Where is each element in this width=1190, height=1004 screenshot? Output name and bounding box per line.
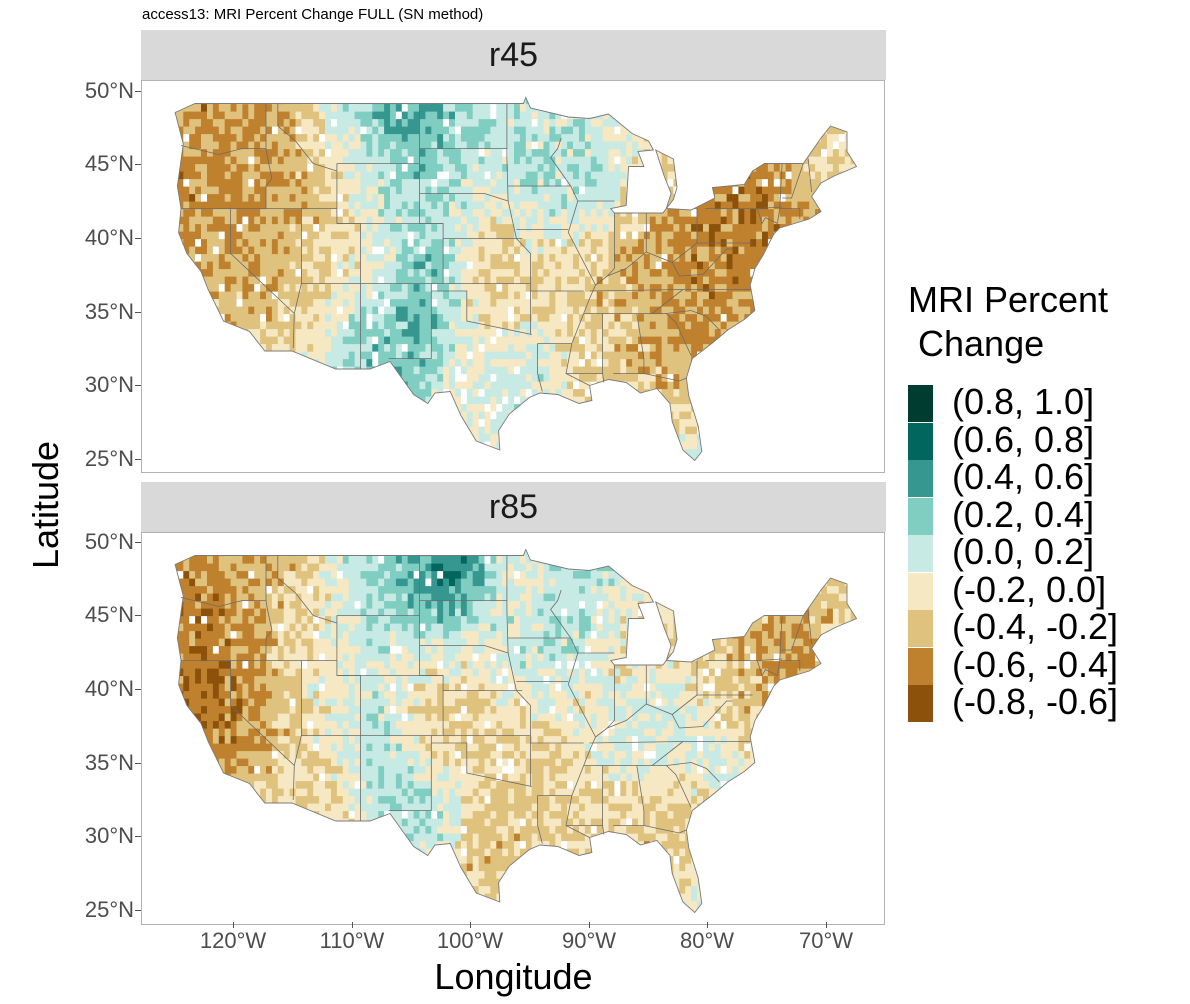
xtick-80w: 80°W bbox=[679, 928, 735, 953]
xtick-70w: 70°W bbox=[798, 928, 854, 953]
map-r85 bbox=[174, 548, 858, 914]
ytick-45-bottom: 45°N bbox=[84, 602, 134, 627]
legend-swatch bbox=[908, 647, 933, 685]
y-axis-label: Latitude bbox=[25, 440, 66, 570]
legend-swatch bbox=[908, 535, 933, 572]
ytick-30-top: 30°N bbox=[84, 372, 134, 397]
facet-strip-r45: r45 bbox=[141, 30, 886, 80]
legend-swatch bbox=[908, 460, 933, 497]
state-borders bbox=[180, 555, 812, 844]
xtick-120w: 120°W bbox=[199, 928, 267, 953]
plot-title: access13: MRI Percent Change FULL (SN me… bbox=[142, 6, 484, 23]
legend-swatch bbox=[908, 610, 933, 647]
legend-swatch bbox=[908, 497, 933, 535]
legend-swatch bbox=[908, 385, 933, 422]
xtick-110w: 110°W bbox=[319, 928, 385, 953]
conus-outline bbox=[174, 548, 858, 914]
legend-swatch bbox=[908, 422, 933, 460]
ytick-35-top: 35°N bbox=[84, 299, 134, 324]
ytick-30-bottom: 30°N bbox=[84, 823, 134, 848]
legend-label: (-0.8, -0.6] bbox=[952, 681, 1119, 722]
legend-swatch bbox=[908, 572, 933, 610]
ytick-50-bottom: 50°N bbox=[84, 529, 134, 554]
xtick-90w: 90°W bbox=[561, 928, 617, 953]
ytick-25-bottom: 25°N bbox=[84, 897, 134, 922]
facet-label-r45: r45 bbox=[488, 36, 539, 74]
map-panel-r45 bbox=[141, 80, 885, 473]
ytick-40-top: 40°N bbox=[84, 225, 134, 250]
legend-label: (0.4, 0.6] bbox=[952, 456, 1095, 497]
legend-swatch bbox=[908, 685, 933, 722]
legend-label: (0.0, 0.2] bbox=[952, 531, 1095, 572]
ytick-40-bottom: 40°N bbox=[84, 676, 134, 701]
legend-label: (0.6, 0.8] bbox=[952, 418, 1095, 460]
ytick-45-top: 45°N bbox=[84, 151, 134, 176]
state-borders bbox=[180, 103, 812, 392]
legend-label: (-0.4, -0.2] bbox=[952, 606, 1119, 647]
mri-raster-r45 bbox=[175, 97, 857, 461]
map-r45 bbox=[174, 96, 858, 462]
ytick-25-top: 25°N bbox=[84, 446, 134, 471]
legend-label: (-0.2, 0.0] bbox=[952, 568, 1107, 610]
legend-label: (0.2, 0.4] bbox=[952, 493, 1095, 535]
legend-label: (-0.6, -0.4] bbox=[952, 643, 1119, 685]
facet-strip-r85: r85 bbox=[141, 482, 886, 532]
x-axis-label: Longitude bbox=[434, 956, 593, 997]
ytick-50-top: 50°N bbox=[84, 78, 134, 103]
facet-label-r85: r85 bbox=[488, 488, 539, 526]
legend-label: (0.8, 1.0] bbox=[952, 381, 1095, 422]
map-panel-r85 bbox=[141, 532, 885, 925]
xtick-100w: 100°W bbox=[436, 928, 504, 953]
legend-title: MRI Percent Change bbox=[908, 279, 1109, 364]
mri-raster-r85 bbox=[175, 549, 857, 913]
conus-outline bbox=[174, 96, 858, 462]
ytick-35-bottom: 35°N bbox=[84, 750, 134, 775]
